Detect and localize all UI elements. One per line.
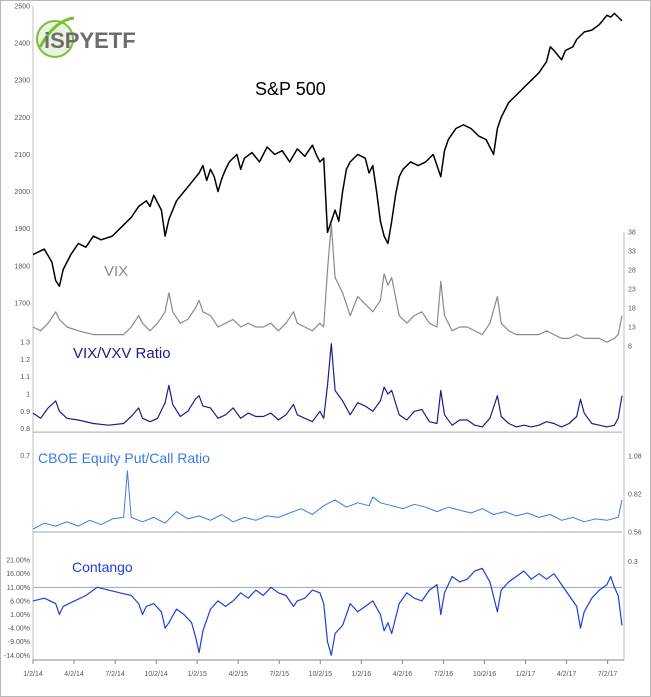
sp500-ytick-7: 2400 — [14, 41, 30, 48]
putcall-left-top-label: 0.7 — [20, 453, 30, 460]
contango-panel-title: Contango — [72, 559, 133, 575]
contango-ytick-5: 11.00% — [7, 585, 30, 592]
contango-ytick-7: 21.00% — [6, 558, 30, 565]
putcall-panel-title: CBOE Equity Put/Call Ratio — [38, 450, 210, 466]
vix_vxv-panel-title: VIX/VXV Ratio — [73, 345, 171, 362]
putcall-ytick-1: 0.82 — [628, 492, 642, 499]
x-tick-label-14: 7/2/17 — [598, 671, 618, 678]
vix_vxv-ytick-3: 1.1 — [20, 374, 30, 381]
putcall-ytick-2: 1.08 — [628, 454, 642, 461]
vix-ytick-2: 18 — [628, 306, 636, 313]
panel-titles: S&P 500 VIX VIX/VXV Ratio CBOE Equity Put/C… — [38, 79, 326, 575]
x-tick-label-13: 4/2/17 — [557, 671, 577, 678]
logo-swoosh-icon — [38, 16, 75, 48]
x-tick-label-1: 4/2/14 — [64, 671, 84, 678]
x-tick-label-5: 4/2/15 — [228, 671, 248, 678]
vix-ytick-6: 38 — [628, 230, 636, 237]
contango-ytick-1: -9.00% — [8, 639, 30, 646]
contango-right-top-label: 0.3 — [628, 559, 638, 566]
x-tick-label-7: 10/2/15 — [309, 671, 332, 678]
sp500-ytick-2: 1900 — [14, 226, 30, 233]
contango-ytick-0: -14.00% — [4, 653, 30, 660]
contango-ytick-4: 6.00% — [10, 598, 30, 605]
x-tick-label-6: 7/2/15 — [270, 671, 290, 678]
vix-series-line-0 — [32, 223, 623, 343]
logo-text: iSPYETF — [44, 28, 136, 53]
contango-ytick-3: 1.00% — [10, 612, 30, 619]
vix-ytick-1: 13 — [628, 325, 636, 332]
contango-ytick-2: -4.00% — [8, 626, 30, 633]
sp500-ytick-6: 2300 — [14, 78, 30, 85]
sp500-ytick-4: 2100 — [14, 152, 30, 159]
vix-ytick-0: 8 — [628, 344, 632, 351]
contango-ytick-6: 16.00% — [6, 571, 30, 578]
vix_vxv-series-line-0 — [32, 343, 623, 428]
putcall-ytick-0: 0.56 — [628, 529, 642, 536]
sp500-ytick-1: 1800 — [14, 263, 30, 270]
x-tick-label-3: 10/2/14 — [144, 671, 167, 678]
sp500-ytick-3: 2000 — [14, 189, 30, 196]
x-tick-label-2: 7/2/14 — [105, 671, 125, 678]
x-tick-label-10: 7/2/16 — [434, 671, 454, 678]
sp500-series-line-0 — [32, 12, 623, 287]
gridlines — [32, 6, 625, 664]
x-tick-label-8: 1/2/16 — [352, 671, 372, 678]
x-tick-label-9: 4/2/16 — [393, 671, 413, 678]
x-tick-label-4: 1/2/15 — [187, 671, 207, 678]
contango-series-line-0 — [32, 567, 623, 656]
vix_vxv-ytick-2: 1 — [26, 392, 30, 399]
vix-ytick-4: 28 — [628, 268, 636, 275]
vix_vxv-ytick-0: 0.8 — [20, 426, 30, 433]
x-tick-label-11: 10/2/16 — [473, 671, 496, 678]
plot-area — [32, 12, 623, 656]
sp500-ytick-8: 2500 — [14, 4, 30, 11]
vix_vxv-ytick-1: 0.9 — [20, 409, 30, 416]
vix_vxv-ytick-4: 1.2 — [20, 357, 30, 364]
vix-ytick-5: 33 — [628, 249, 636, 256]
putcall-series-line-0 — [32, 470, 623, 530]
axis-labels: 1700 1800 1900 2000 2100 2200 2300 2400 2500 8 13 1… — [4, 4, 642, 679]
logo-globe-icon — [36, 20, 74, 58]
sp500-ytick-5: 2200 — [14, 115, 30, 122]
x-tick-label-0: 1/2/14 — [23, 671, 43, 678]
sp500-panel-title: S&P 500 — [255, 79, 326, 99]
x-tick-label-12: 1/2/17 — [516, 671, 536, 678]
vix_vxv-ytick-5: 1.3 — [20, 340, 30, 347]
vix-ytick-3: 23 — [628, 287, 636, 294]
vix-panel-title: VIX — [104, 263, 128, 280]
brand-logo: iSPYETF — [36, 16, 136, 58]
sp500-ytick-0: 1700 — [14, 300, 30, 307]
